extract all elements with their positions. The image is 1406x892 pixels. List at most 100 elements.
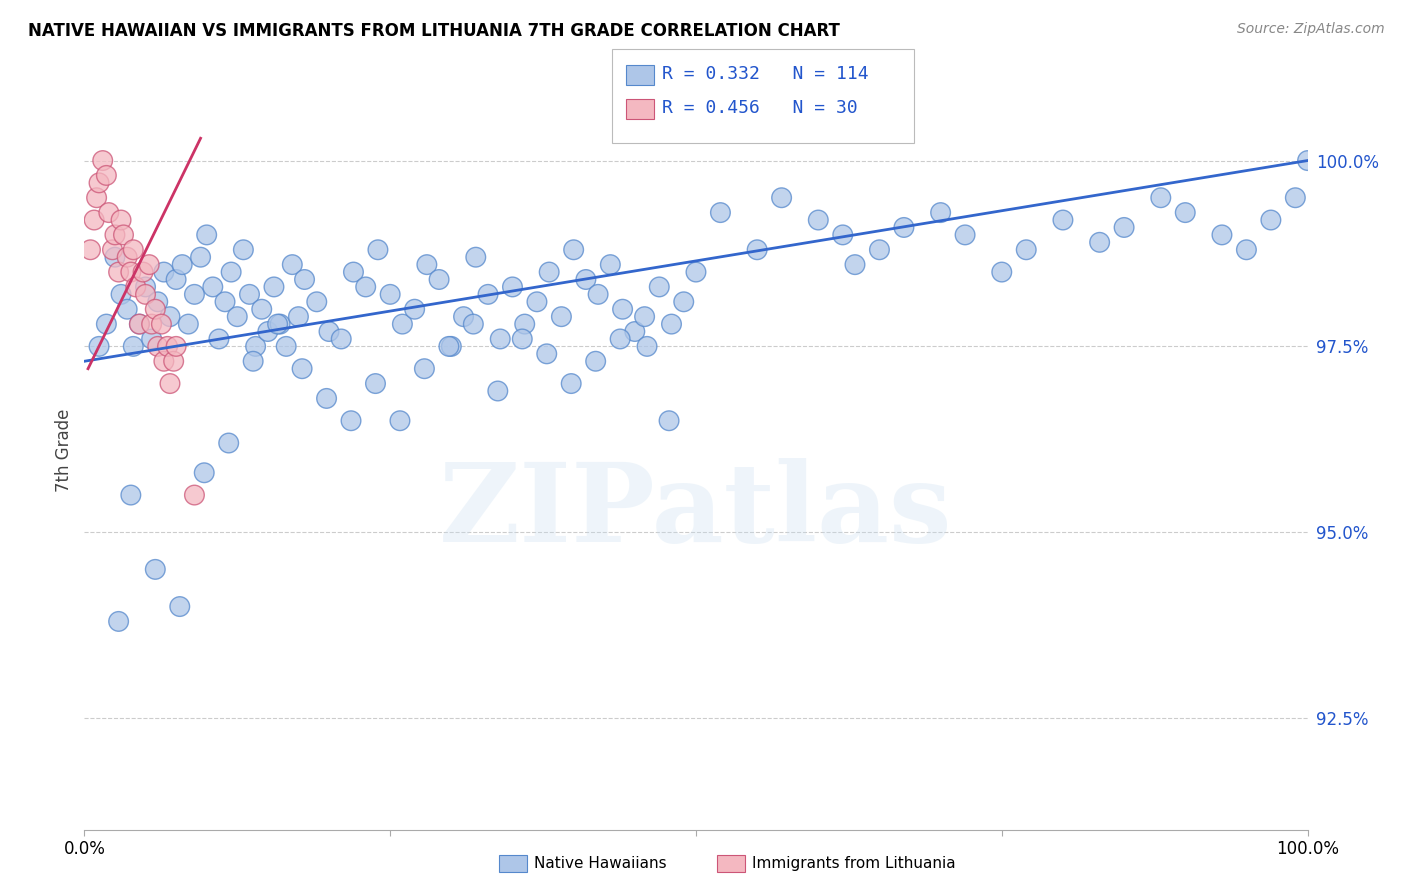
Point (404, 302, 426, 317)
Point (318, 325, 340, 339)
Point (120, 265, 142, 279)
Point (305, 294, 328, 309)
Point (146, 294, 169, 309)
Point (1260, 213, 1282, 227)
Point (79, 243, 101, 257)
Point (112, 227, 135, 242)
Point (122, 243, 145, 257)
Point (427, 272, 450, 286)
Point (193, 466, 215, 480)
Point (146, 339, 169, 353)
Point (135, 280, 157, 294)
Point (159, 310, 181, 324)
Point (190, 250, 212, 264)
Point (96, 169, 118, 183)
Point (115, 302, 138, 317)
Point (143, 302, 166, 317)
Point (96, 317, 118, 331)
Point (153, 354, 176, 368)
Text: Immigrants from Lithuania: Immigrants from Lithuania (752, 856, 956, 871)
Point (183, 287, 205, 301)
Point (101, 243, 124, 257)
Y-axis label: 7th Grade: 7th Grade (55, 409, 73, 492)
Text: NATIVE HAWAIIAN VS IMMIGRANTS FROM LITHUANIA 7TH GRADE CORRELATION CHART: NATIVE HAWAIIAN VS IMMIGRANTS FROM LITHU… (28, 22, 839, 40)
Point (257, 325, 280, 339)
Point (354, 280, 377, 294)
Point (159, 376, 181, 391)
Point (1052, 213, 1074, 227)
Point (165, 272, 187, 286)
Text: R = 0.456   N = 30: R = 0.456 N = 30 (662, 99, 858, 117)
Point (183, 488, 205, 502)
Point (538, 265, 561, 279)
Point (510, 332, 533, 346)
Point (219, 265, 242, 279)
Point (128, 317, 150, 331)
Point (437, 339, 460, 353)
Point (195, 227, 218, 242)
Point (526, 294, 548, 309)
Point (120, 488, 142, 502)
Point (242, 354, 264, 368)
Point (560, 376, 582, 391)
Point (624, 325, 647, 339)
Point (330, 332, 353, 346)
Point (388, 414, 411, 428)
Point (633, 310, 655, 324)
Point (250, 302, 273, 317)
Point (586, 287, 609, 301)
Point (1015, 243, 1038, 257)
Point (463, 317, 485, 331)
Point (86, 191, 108, 205)
Point (575, 272, 598, 286)
Point (172, 258, 194, 272)
Point (91, 153, 114, 168)
Point (747, 243, 769, 257)
Point (513, 317, 536, 331)
Point (1284, 191, 1306, 205)
Point (87, 339, 110, 353)
Point (953, 227, 976, 242)
Point (658, 414, 681, 428)
Point (1174, 205, 1197, 219)
Point (132, 265, 155, 279)
Point (122, 339, 145, 353)
Point (238, 287, 260, 301)
Point (477, 287, 499, 301)
Point (269, 317, 291, 331)
Point (672, 294, 695, 309)
Point (648, 280, 671, 294)
Point (991, 265, 1014, 279)
Point (263, 280, 285, 294)
Point (115, 250, 138, 264)
Point (104, 227, 127, 242)
Point (141, 332, 163, 346)
Point (97, 205, 120, 219)
Text: R = 0.332   N = 114: R = 0.332 N = 114 (662, 65, 869, 83)
Point (110, 213, 132, 227)
Point (143, 562, 166, 576)
Point (453, 310, 475, 324)
Point (893, 220, 915, 235)
Point (550, 310, 572, 324)
Point (844, 258, 866, 272)
Point (266, 317, 288, 331)
Point (315, 392, 337, 406)
Point (1088, 235, 1111, 250)
Point (201, 280, 224, 294)
Point (709, 205, 731, 219)
Point (153, 265, 176, 279)
Point (464, 250, 486, 264)
Point (486, 384, 509, 398)
Point (291, 361, 314, 376)
Point (869, 243, 891, 257)
Point (125, 280, 148, 294)
Point (163, 354, 186, 368)
Point (128, 317, 150, 331)
Point (1211, 227, 1233, 242)
Point (110, 287, 132, 301)
Point (391, 317, 413, 331)
Point (1150, 191, 1173, 205)
Point (685, 265, 707, 279)
Text: Native Hawaiians: Native Hawaiians (534, 856, 666, 871)
